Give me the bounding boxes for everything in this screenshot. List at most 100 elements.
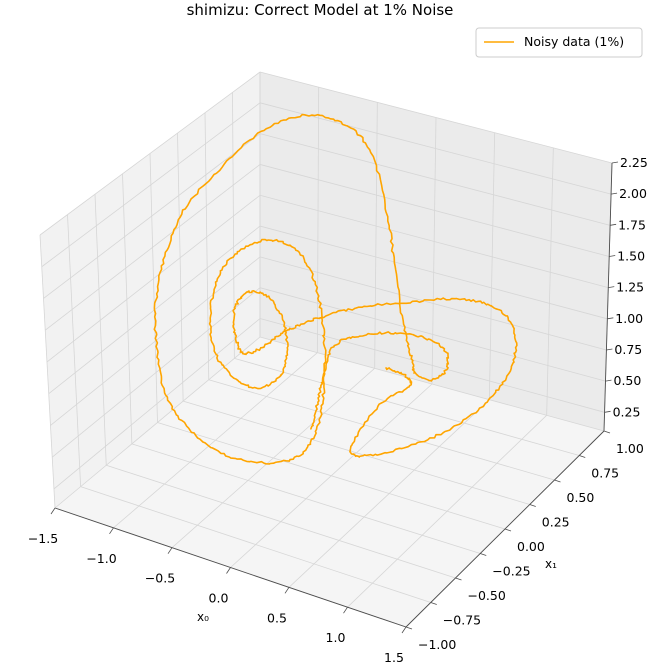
y-tick-mark	[504, 528, 512, 532]
pane-back	[260, 72, 612, 431]
y-tick-label: −0.50	[468, 588, 506, 603]
z-tick-label: 0.75	[614, 342, 642, 357]
x-tick-mark	[167, 547, 173, 554]
y-tick-label: −0.75	[443, 613, 481, 628]
z-tick-label: 2.25	[620, 155, 648, 170]
z-tick-mark	[610, 223, 617, 226]
y-axis-label: x₁	[545, 557, 557, 571]
y-tick-label: −0.25	[492, 564, 530, 579]
grid-z-left	[43, 133, 261, 299]
grid-z-left	[53, 318, 261, 490]
y-tick-label: 0.50	[567, 490, 595, 505]
grid-z-left	[46, 194, 261, 363]
y-tick-label: 0.25	[542, 515, 570, 530]
grid-y-floor	[259, 336, 605, 432]
z-tick-mark	[604, 410, 611, 413]
y-tick-mark	[405, 626, 413, 630]
grid-y-left	[122, 173, 133, 444]
grid-y-left	[67, 214, 82, 487]
legend-box	[475, 27, 643, 58]
grid-x-back	[374, 102, 378, 369]
pane-left	[40, 72, 260, 508]
grid-y-left	[39, 234, 56, 509]
z-tick-label: 1.25	[616, 280, 644, 295]
grid-x-back	[546, 147, 554, 416]
z-tick-mark	[606, 348, 613, 351]
y-tick-mark	[603, 430, 611, 434]
grid-y-floor	[183, 400, 530, 505]
grid-z-left	[50, 256, 261, 426]
z-tick-label: 0.50	[614, 373, 642, 388]
grid-z-back	[259, 225, 608, 320]
noisy-data-line	[153, 113, 518, 465]
grid-z-back	[259, 133, 611, 226]
x-tick-label: −1.0	[86, 551, 116, 566]
y-tick-mark	[430, 602, 437, 605]
z-tick-label: 2.00	[619, 186, 647, 201]
grid-z-back	[259, 71, 613, 164]
x-tick-mark	[226, 567, 231, 574]
z-tick-mark	[608, 286, 615, 289]
grid-z-back	[259, 256, 607, 351]
z-tick-label: 1.00	[615, 311, 643, 326]
z-tick-label: 0.25	[613, 404, 641, 419]
x-tick-label: 0.5	[267, 610, 287, 625]
grid-lines	[39, 71, 613, 628]
grid-x-back	[431, 117, 437, 385]
grid-y-floor	[131, 443, 481, 554]
x-axis-label: x₀	[197, 610, 209, 624]
grid-y-floor	[234, 357, 580, 456]
grid-z-left	[39, 71, 261, 236]
grid-y-left	[149, 153, 158, 423]
z-tick-label: 1.75	[618, 217, 646, 232]
grid-z-back	[259, 318, 605, 413]
x-tick-label: 1.5	[384, 650, 404, 665]
x-tick-mark	[284, 587, 290, 594]
grid-z-back	[259, 102, 612, 195]
z-tick-mark	[611, 161, 619, 164]
grid-y-floor	[106, 464, 456, 579]
grid-z-left	[44, 164, 261, 331]
grid-y-left	[94, 194, 107, 466]
grid-z-left	[41, 102, 261, 268]
tick-labels: −1.5 −1.0 −0.5 0.0 0.5 1.0 1.5 −1.00 −0.75 −0.50 −…	[28, 155, 648, 665]
x-tick-label: −1.5	[28, 531, 58, 546]
z-tick-mark	[605, 379, 612, 382]
z-axis-line	[603, 162, 613, 432]
y-tick-label: 1.00	[616, 441, 644, 456]
x-tick-mark	[401, 626, 407, 634]
legend: Noisy data (1%)	[475, 27, 643, 58]
grid-y-left	[204, 112, 210, 380]
y-tick-mark	[529, 504, 536, 507]
grid-x-back	[488, 132, 496, 400]
z-tick-mark	[607, 317, 614, 320]
legend-entry: Noisy data (1%)	[524, 34, 624, 49]
grid-y-left	[177, 133, 184, 402]
y-tick-mark	[554, 479, 561, 483]
grid-z-back	[259, 164, 610, 257]
x-tick-mark	[50, 507, 56, 515]
y-tick-mark	[455, 577, 462, 581]
y-tick-mark	[480, 553, 487, 556]
grid-y-floor	[157, 422, 506, 530]
y-tick-label: −1.00	[418, 637, 456, 652]
grid-x-back	[316, 87, 320, 353]
z-tick-label: 1.50	[617, 249, 645, 264]
grid-y-floor	[80, 486, 431, 603]
x-tick-label: 1.0	[326, 630, 346, 645]
grid-z-left	[51, 287, 261, 458]
grid-y-floor	[208, 379, 555, 481]
y-tick-mark	[579, 455, 586, 458]
z-tick-mark	[611, 192, 618, 195]
grid-z-back	[259, 194, 609, 289]
grid-z-back	[259, 287, 606, 382]
x-tick-mark	[109, 527, 114, 535]
z-tick-mark	[609, 255, 616, 257]
x-tick-label: −0.5	[145, 571, 175, 586]
x-tick-mark	[343, 606, 348, 614]
y-tick-label: 0.00	[517, 539, 545, 554]
chart-title: shimizu: Correct Model at 1% Noise	[187, 1, 454, 19]
x-tick-label: 0.0	[209, 591, 229, 606]
y-tick-label: 0.75	[591, 466, 619, 481]
